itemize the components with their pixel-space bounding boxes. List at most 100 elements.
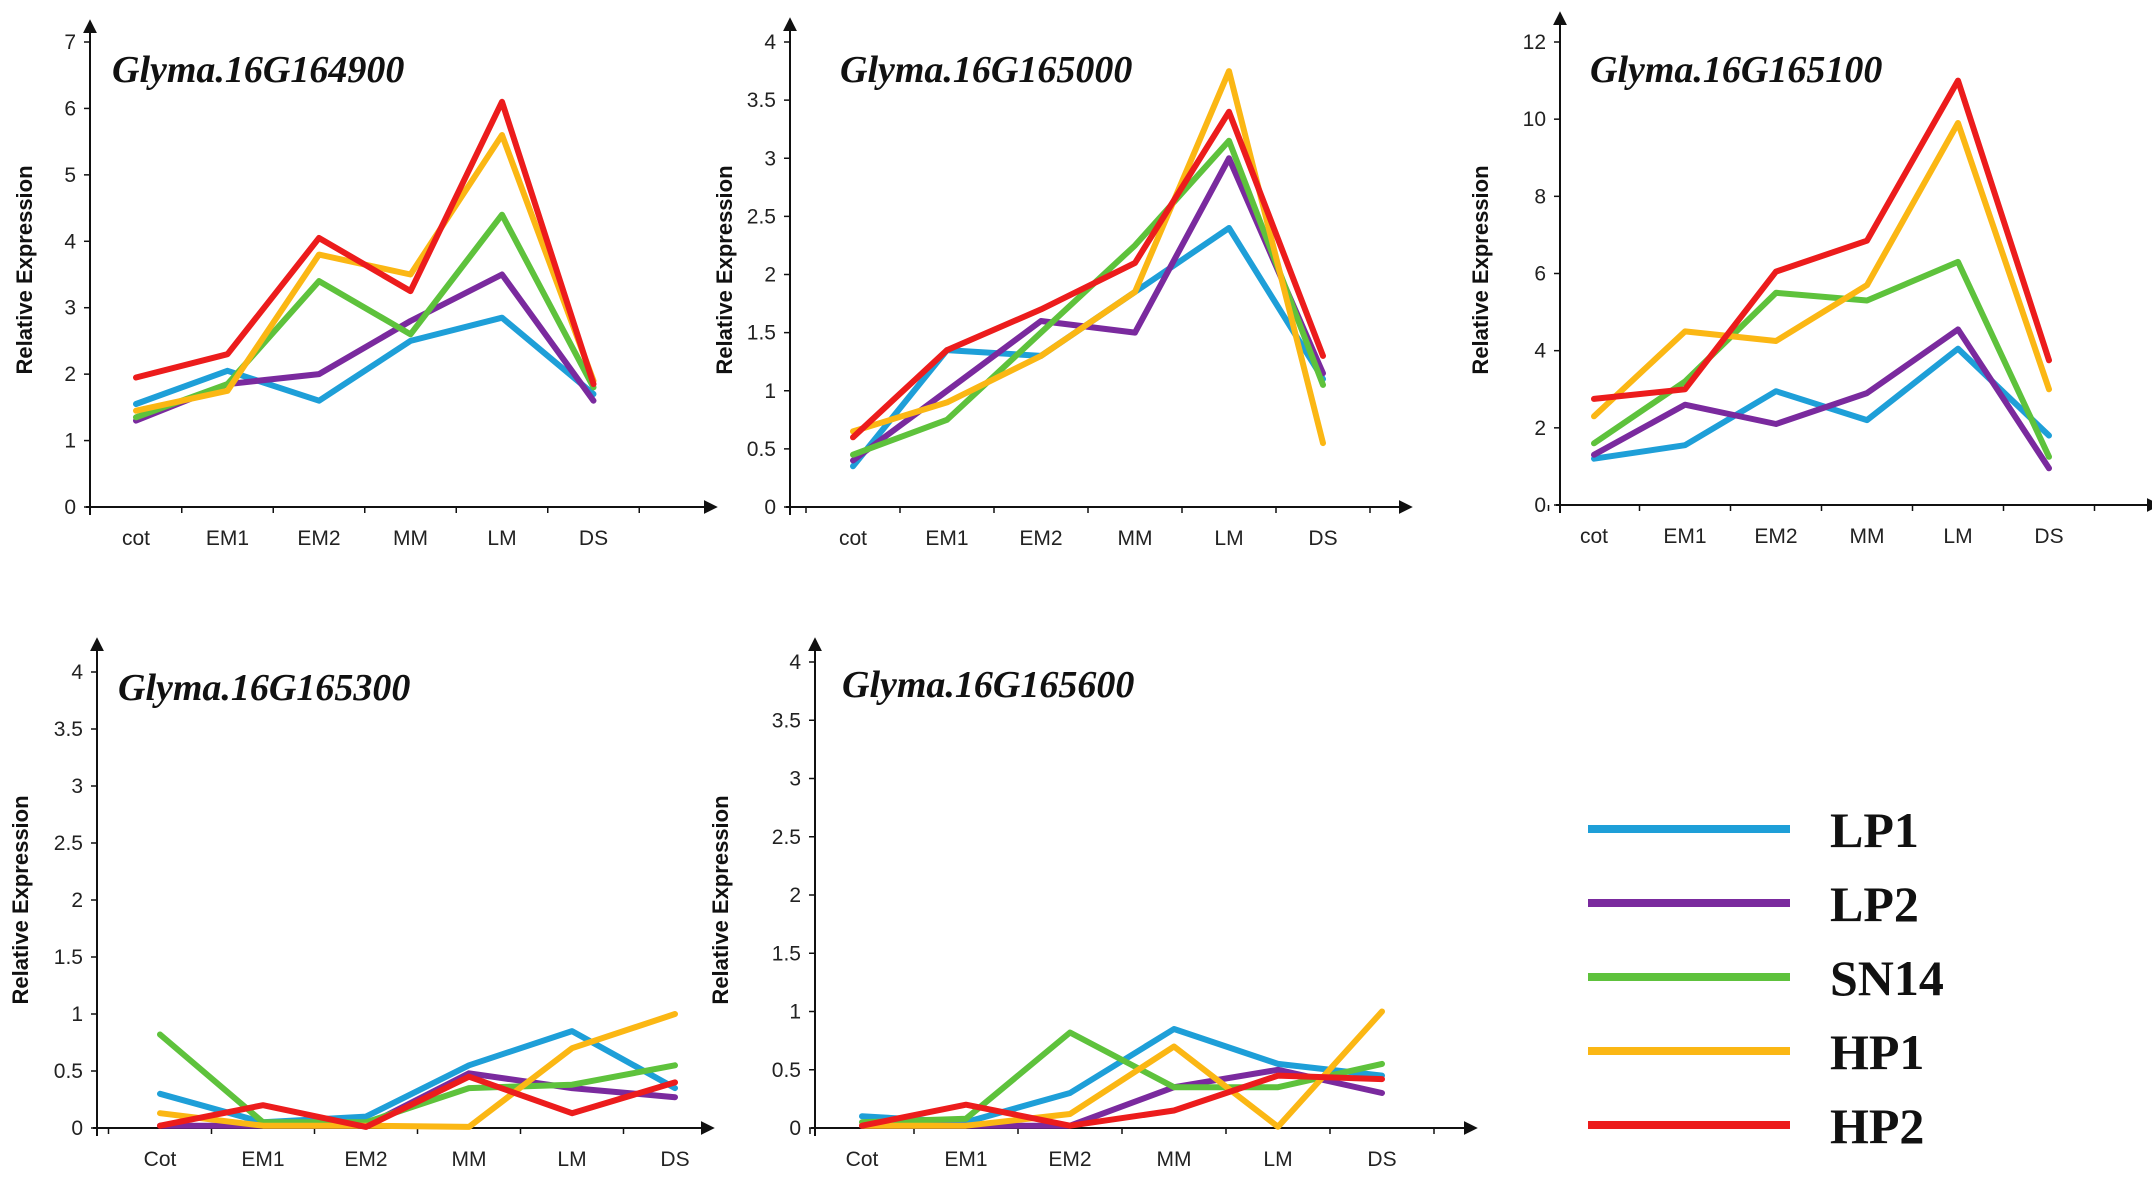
legend-label: SN14 [1830,950,1944,1006]
x-tick-label: EM2 [297,527,340,550]
y-tick-label: 1.5 [772,942,801,965]
series-line-hp1 [850,68,1326,447]
chart-panel-3: 0 2 4 6 8 10 12 cot EM1 EM2 MM LM DS Relative Express… [1468,11,2152,548]
legend-item-lp2: LP2 [1588,876,1919,932]
y-tick-label: 4 [764,31,776,54]
y-tick-label: 3.5 [747,89,776,112]
x-tick-label: cot [1580,525,1608,548]
x-tick-label: MM [452,1148,487,1171]
series-line-sn14 [133,211,597,421]
legend-label: LP1 [1830,802,1919,858]
x-tick-label: MM [1157,1148,1192,1171]
y-tick-label: 2 [764,264,776,287]
y-tick-label: 3 [789,768,801,791]
chart-panel-5: 0 0.5 1 1.5 2 2.5 3 3.5 4 Cot EM1 EM2 MM LM DS Relative… [708,637,1478,1171]
y-tick-label: 0 [1534,494,1546,517]
chart-panel-4: 0 0.5 1 1.5 2 2.5 3 3.5 4 Cot EM1 EM2 MM LM DS Relative… [8,637,715,1171]
x-tick-label: EM2 [1048,1148,1091,1171]
chart-panel-2: 0 0.5 1 1.5 2 2.5 3 3.5 4 cot EM1 EM2 MM LM DS Relative… [712,17,1413,550]
series-line-hp1 [859,1008,1385,1130]
chart-title: Glyma.16G165300 [118,667,410,709]
y-tick-label: 1 [764,380,776,403]
x-tick-label: EM1 [206,527,249,550]
x-tick-label: cot [839,527,867,550]
y-tick-label: 1 [71,1003,83,1026]
x-tick-label: DS [660,1148,689,1171]
x-tick-label: LM [487,527,516,550]
series-line-hp2 [859,1072,1385,1129]
y-tick-label: 4 [789,651,801,674]
y-tick-label: 3 [71,775,83,798]
chart-title: Glyma.16G165100 [1590,49,1882,91]
y-tick-label: 6 [64,97,76,120]
y-tick-label: 1 [64,430,76,453]
y-tick-label: 2 [789,884,801,907]
y-tick-label: 2 [71,889,83,912]
y-tick-label: 0.5 [747,438,776,461]
series-line-hp2 [850,108,1326,441]
series-line-hp1 [157,1011,678,1130]
legend: LP1 LP2 SN14 HP1 HP2 [1588,802,1944,1154]
x-tick-label: MM [393,527,428,550]
x-tick-label: LM [1943,525,1972,548]
y-tick-label: 3 [764,147,776,170]
x-tick-label: LM [1263,1148,1292,1171]
series-line-hp2 [1591,77,2052,402]
x-tick-label: DS [1308,527,1337,550]
x-tick-label: EM1 [925,527,968,550]
x-tick-label: LM [557,1148,586,1171]
y-tick-label: 1.5 [747,322,776,345]
series-line-hp2 [157,1073,678,1130]
x-tick-label: DS [1367,1148,1396,1171]
y-tick-label: 2.5 [54,832,83,855]
y-tick-label: 0 [764,496,776,519]
y-axis-label: Relative Expression [1468,165,1493,374]
y-tick-label: 7 [64,31,76,54]
y-tick-label: 12 [1523,31,1546,54]
x-tick-label: EM1 [241,1148,284,1171]
y-tick-label: 0 [789,1117,801,1140]
x-tick-label: EM2 [344,1148,387,1171]
y-tick-label: 3.5 [54,718,83,741]
series-line-lp2 [1591,326,2052,472]
x-tick-label: MM [1118,527,1153,550]
legend-label: HP2 [1830,1098,1924,1154]
x-tick-label: cot [122,527,150,550]
legend-label: LP2 [1830,876,1919,932]
x-tick-label: EM2 [1754,525,1797,548]
series-line-hp2 [133,98,597,388]
chart-panel-1: 0 1 2 3 4 5 6 7 cot EM1 EM2 MM LM DS Relative Expressi… [12,19,718,550]
y-tick-label: 10 [1523,108,1546,131]
y-tick-label: 6 [1534,263,1546,286]
x-tick-label: MM [1850,525,1885,548]
y-tick-label: 4 [71,661,83,684]
chart-title: Glyma.16G164900 [112,49,404,91]
legend-item-sn14: SN14 [1588,950,1944,1006]
x-tick-label: Cot [846,1148,879,1171]
series-line-sn14 [859,1029,1385,1126]
x-tick-label: LM [1214,527,1243,550]
x-tick-label: EM1 [944,1148,987,1171]
series-line-lp1 [133,314,597,407]
y-tick-label: 8 [1534,185,1546,208]
y-axis-label: Relative Expression [712,165,737,374]
y-tick-label: 1 [789,1001,801,1024]
y-tick-label: 4 [1534,340,1546,363]
y-tick-label: 3 [64,297,76,320]
chart-title: Glyma.16G165600 [842,664,1134,706]
legend-item-hp1: HP1 [1588,1024,1924,1080]
x-tick-label: DS [2034,525,2063,548]
y-axis-label: Relative Expression [708,795,733,1004]
x-tick-label: EM1 [1663,525,1706,548]
legend-item-hp2: HP2 [1588,1098,1924,1154]
series-line-hp1 [1591,120,2052,420]
y-tick-label: 2 [64,363,76,386]
y-tick-label: 0 [71,1117,83,1140]
y-axis-label: Relative Expression [12,165,37,374]
x-tick-label: DS [579,527,608,550]
y-tick-label: 5 [64,164,76,187]
y-tick-label: 0.5 [772,1059,801,1082]
chart-title: Glyma.16G165000 [840,49,1132,91]
